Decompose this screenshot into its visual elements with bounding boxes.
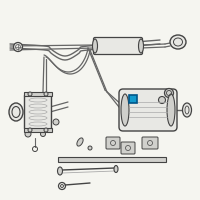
Ellipse shape — [28, 92, 32, 96]
FancyBboxPatch shape — [24, 95, 52, 130]
Bar — [129, 95, 137, 103]
FancyBboxPatch shape — [142, 137, 158, 149]
Ellipse shape — [167, 94, 175, 126]
Bar — [24, 128, 52, 132]
Ellipse shape — [28, 128, 32, 132]
Ellipse shape — [53, 119, 59, 125]
FancyBboxPatch shape — [121, 142, 135, 154]
Ellipse shape — [121, 94, 129, 126]
Ellipse shape — [114, 166, 118, 172]
Ellipse shape — [9, 103, 23, 121]
Ellipse shape — [158, 97, 166, 104]
Ellipse shape — [14, 43, 22, 51]
Ellipse shape — [92, 39, 98, 53]
Ellipse shape — [77, 138, 83, 146]
Ellipse shape — [58, 167, 62, 175]
Ellipse shape — [44, 92, 48, 96]
FancyBboxPatch shape — [106, 137, 120, 149]
FancyBboxPatch shape — [119, 89, 177, 131]
Bar — [24, 92, 52, 96]
Bar — [58, 157, 166, 162]
Ellipse shape — [40, 132, 46, 136]
FancyBboxPatch shape — [94, 38, 142, 54]
Ellipse shape — [138, 39, 144, 53]
Ellipse shape — [170, 35, 186, 49]
Ellipse shape — [44, 128, 48, 132]
Ellipse shape — [25, 131, 31, 137]
Ellipse shape — [88, 146, 92, 150]
Ellipse shape — [60, 184, 64, 188]
Ellipse shape — [182, 103, 192, 117]
Ellipse shape — [164, 88, 174, 98]
